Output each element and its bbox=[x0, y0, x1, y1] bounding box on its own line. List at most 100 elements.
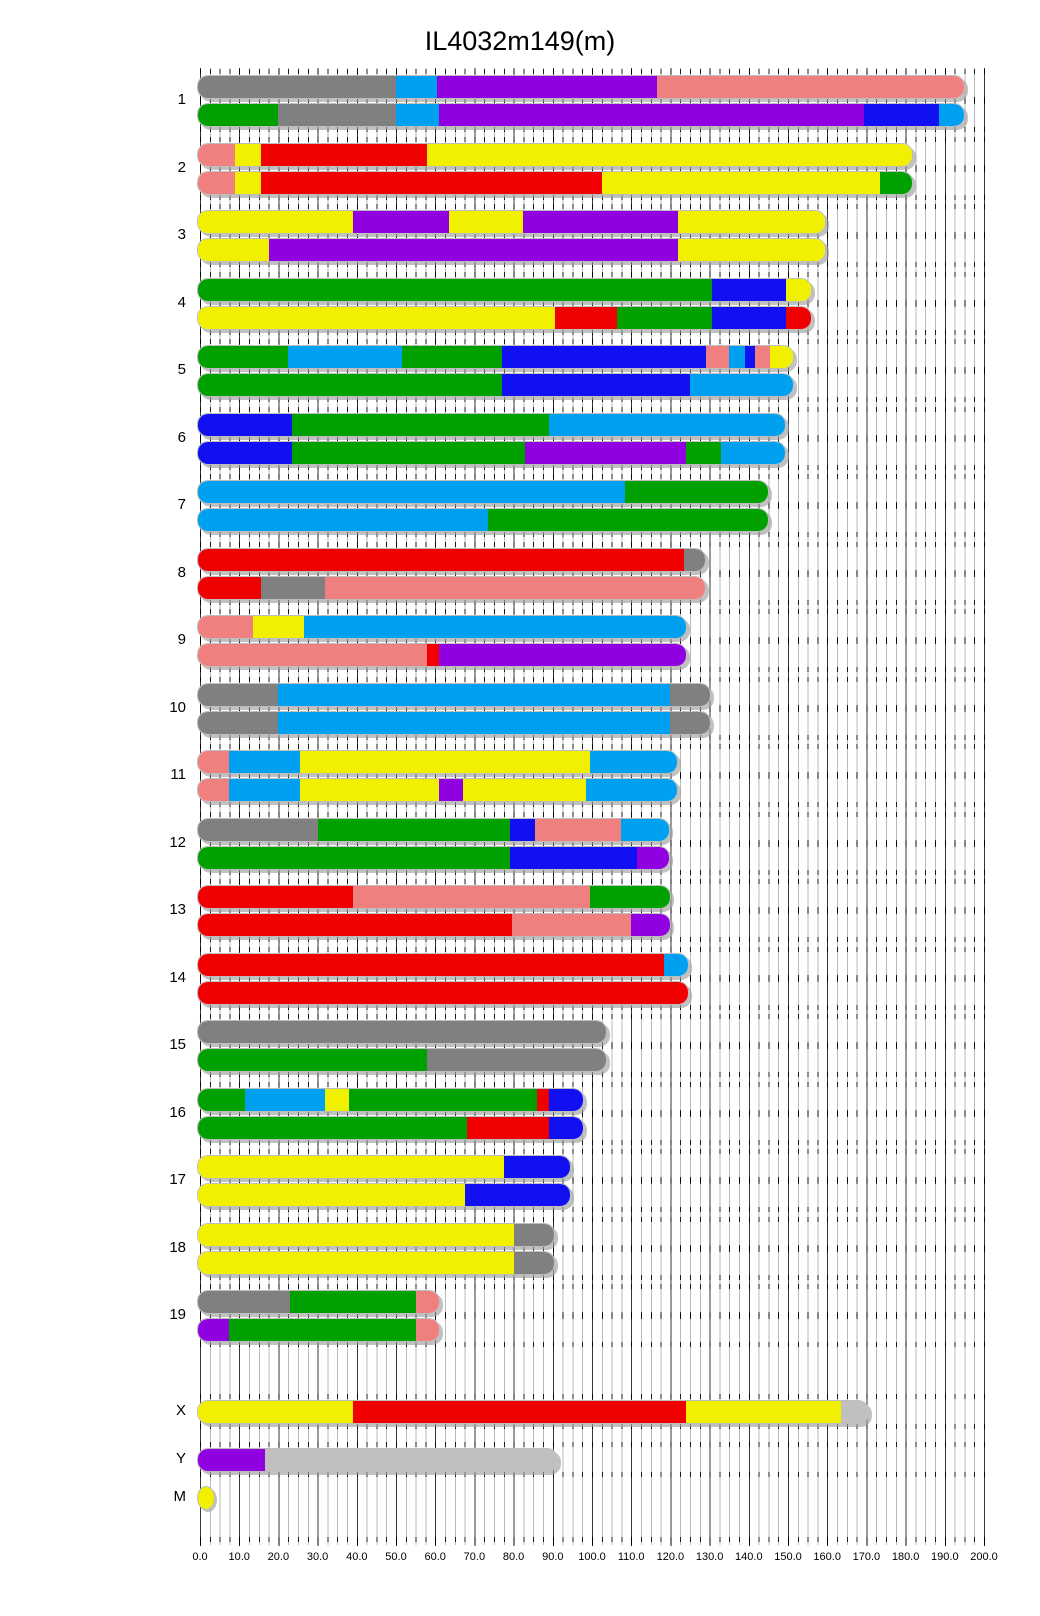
tick-comb bbox=[200, 1042, 985, 1047]
chromosome-label: M bbox=[173, 1488, 187, 1505]
haplotype-segment bbox=[401, 346, 502, 368]
haplotype-segment bbox=[678, 211, 826, 233]
haplotype-segment bbox=[525, 441, 687, 464]
chromosome-16-bar bbox=[197, 1087, 584, 1112]
haplotype-segment bbox=[198, 509, 489, 531]
tick-comb bbox=[200, 164, 985, 170]
haplotype-segment bbox=[198, 548, 685, 571]
chromosome-7-bar bbox=[197, 480, 769, 504]
haplotype-segment bbox=[198, 1223, 514, 1246]
haplotype-segment bbox=[631, 914, 670, 936]
haplotype-segment bbox=[427, 644, 440, 666]
haplotype-segment bbox=[621, 818, 669, 841]
tick-comb bbox=[200, 1109, 985, 1115]
chromosome-7-bar bbox=[197, 508, 769, 532]
haplotype-segment bbox=[198, 1401, 353, 1423]
chromosome-10-bar bbox=[197, 710, 712, 735]
chromosome-17-bar bbox=[197, 1183, 572, 1207]
tick-comb bbox=[200, 676, 985, 682]
chromosome-label: 14 bbox=[169, 968, 186, 986]
haplotype-segment bbox=[198, 171, 236, 194]
tick-comb bbox=[200, 1274, 985, 1280]
haplotype-segment bbox=[523, 211, 679, 233]
haplotype-segment bbox=[278, 104, 396, 126]
axis-tick-label: 180.0 bbox=[891, 1551, 920, 1563]
chromosome-3-bar bbox=[197, 210, 827, 234]
haplotype-segment bbox=[415, 1291, 439, 1313]
haplotype-segment bbox=[503, 1156, 571, 1178]
tick-comb bbox=[200, 127, 985, 132]
chromosome-label: 9 bbox=[177, 631, 186, 648]
haplotype-segment bbox=[352, 886, 590, 908]
axis-tick-label: 70.0 bbox=[463, 1551, 486, 1563]
tick-comb bbox=[200, 744, 985, 749]
tick-comb bbox=[200, 1472, 985, 1477]
haplotype-segment bbox=[278, 711, 671, 734]
haplotype-segment bbox=[548, 1116, 583, 1139]
haplotype-segment bbox=[290, 1291, 416, 1313]
tick-comb bbox=[200, 609, 985, 614]
tick-comb bbox=[200, 474, 985, 479]
chromosome-X-bar bbox=[197, 1400, 870, 1424]
axis-tick-label: 50.0 bbox=[385, 1551, 407, 1563]
axis-tick-label: 140.0 bbox=[735, 1551, 763, 1563]
haplotype-segment bbox=[198, 1021, 606, 1043]
haplotype-segment bbox=[229, 751, 300, 773]
tick-comb bbox=[200, 1284, 985, 1289]
axis-tick-label: 170.0 bbox=[852, 1551, 881, 1563]
haplotype-segment bbox=[938, 104, 965, 126]
haplotype-segment bbox=[198, 1049, 428, 1071]
chromosome-label: 15 bbox=[169, 1036, 186, 1053]
haplotype-segment bbox=[670, 711, 711, 734]
haplotype-segment bbox=[415, 1319, 439, 1341]
chromosome-2-bar bbox=[197, 142, 913, 167]
haplotype-segment bbox=[439, 104, 865, 126]
chromosome-label: 1 bbox=[177, 91, 186, 108]
chromosome-label: 5 bbox=[177, 361, 186, 378]
haplotype-segment bbox=[198, 211, 353, 233]
haplotype-segment bbox=[198, 953, 665, 976]
tick-comb bbox=[200, 464, 985, 470]
tick-comb bbox=[200, 204, 985, 209]
haplotype-segment bbox=[235, 143, 261, 166]
tick-comb bbox=[200, 869, 985, 875]
haplotype-segment bbox=[729, 346, 745, 368]
tick-comb bbox=[200, 1312, 985, 1317]
chromosome-label: X bbox=[175, 1402, 186, 1419]
haplotype-segment bbox=[198, 306, 555, 329]
chromosome-16-bar bbox=[197, 1115, 584, 1140]
haplotype-segment bbox=[260, 576, 326, 599]
tick-comb bbox=[200, 1442, 985, 1447]
chromosome-8-bar bbox=[197, 547, 707, 572]
haplotype-segment bbox=[427, 143, 912, 166]
haplotype-segment bbox=[198, 818, 318, 841]
axis-tick-label: 90.0 bbox=[542, 1551, 564, 1563]
haplotype-segment bbox=[754, 346, 771, 368]
axis-tick-label: 100.0 bbox=[578, 1551, 606, 1563]
axis-minor-ticks bbox=[200, 1537, 985, 1542]
chromosome-label: 19 bbox=[169, 1306, 186, 1323]
haplotype-segment bbox=[198, 711, 279, 734]
tick-comb bbox=[200, 802, 985, 807]
haplotype-segment bbox=[711, 278, 786, 301]
haplotype-segment bbox=[198, 981, 688, 1004]
chromosome-15-bar bbox=[197, 1020, 607, 1044]
chromosome-label: 6 bbox=[177, 428, 186, 446]
chromosome-10-bar bbox=[197, 682, 712, 707]
tick-comb bbox=[200, 434, 985, 440]
haplotype-segment bbox=[252, 616, 304, 638]
chromosome-2-bar bbox=[197, 170, 913, 195]
haplotype-segment bbox=[245, 1088, 326, 1111]
haplotype-segment bbox=[198, 104, 279, 126]
haplotype-segment bbox=[395, 104, 440, 126]
axis-tick-label: 30.0 bbox=[306, 1551, 329, 1563]
tick-comb bbox=[200, 136, 985, 142]
haplotype-segment bbox=[535, 818, 622, 841]
chromosome-18-bar bbox=[197, 1250, 555, 1275]
tick-comb bbox=[200, 406, 985, 412]
haplotype-segment bbox=[721, 441, 785, 464]
tick-comb bbox=[200, 1244, 985, 1250]
tick-comb bbox=[200, 339, 985, 344]
haplotype-segment bbox=[325, 576, 706, 599]
haplotype-segment bbox=[427, 1049, 606, 1071]
